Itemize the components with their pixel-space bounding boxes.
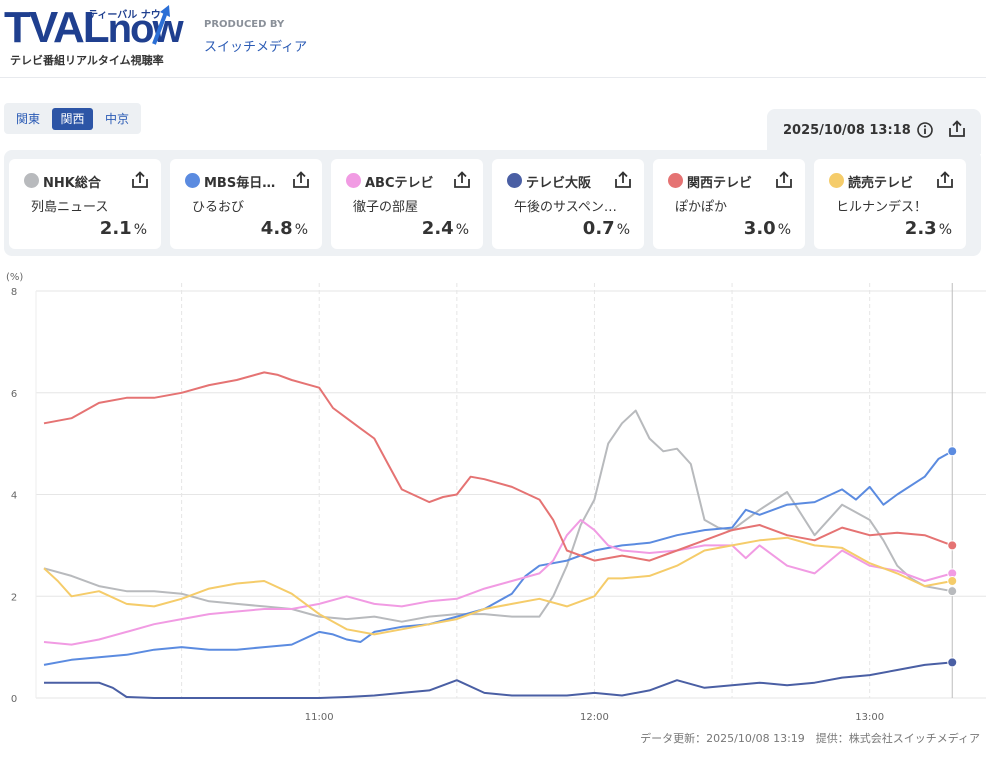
series-line-4 <box>43 371 953 562</box>
channel-name: 読売テレビ <box>848 176 914 191</box>
series-line-5 <box>43 536 953 636</box>
share-icon[interactable] <box>291 170 311 190</box>
share-icon[interactable] <box>130 170 150 190</box>
channel-name: MBS毎日… <box>204 176 276 191</box>
producer-link[interactable]: スイッチメディア <box>204 40 308 55</box>
logo[interactable]: TVALnow <box>4 3 184 53</box>
channel-name: 関西テレビ <box>687 176 753 191</box>
channel-card[interactable]: MBS毎日… ひるおび 4.8% <box>170 159 322 249</box>
share-icon[interactable] <box>947 119 967 139</box>
rating-value: 4.8% <box>261 218 308 239</box>
ratings-chart: (%) 0 2 4 6 8 11:00 12:00 13:00 <box>0 262 986 736</box>
channel-color-dot <box>829 173 844 188</box>
channel-color-dot <box>185 173 200 188</box>
rating-unit: % <box>938 222 952 238</box>
share-icon[interactable] <box>935 170 955 190</box>
channel-name: ABCテレビ <box>365 176 434 191</box>
produced-by-label: PRODUCED BY <box>204 19 285 30</box>
channel-card[interactable]: 関西テレビぽかぽか 3.0% <box>653 159 805 249</box>
channel-panel: NHK総合 列島ニュース 2.1% MBS毎日… ひるおび 4.8% ABCテレビ 徹子の部屋… <box>4 150 981 256</box>
y-tick-label: 0 <box>11 694 17 705</box>
rating-unit: % <box>133 222 147 238</box>
rating-value: 2.4% <box>422 218 469 239</box>
channel-color-dot <box>668 173 683 188</box>
share-icon[interactable] <box>452 170 472 190</box>
rating-number: 2.1 <box>99 218 132 239</box>
series-line-0 <box>43 409 953 623</box>
info-icon[interactable] <box>916 121 934 139</box>
header: TVALnow ティーバル ナウ テレビ番組リアルタイム視聴率 PRODUCED… <box>0 0 986 78</box>
rating-value: 2.1% <box>100 218 147 239</box>
channel-card[interactable]: NHK総合列島ニュース 2.1% <box>9 159 161 249</box>
rating-number: 0.7 <box>582 218 615 239</box>
program-title: ひるおび <box>192 200 245 215</box>
channel-card[interactable]: テレビ大阪午後のサスペン… 0.7% <box>492 159 644 249</box>
share-icon[interactable] <box>613 170 633 190</box>
y-tick-label: 4 <box>11 491 17 502</box>
logo-kana: ティーバル ナウ <box>88 10 161 21</box>
logo-arrow-icon <box>152 5 170 45</box>
rating-value: 2.3% <box>905 218 952 239</box>
x-tick-label: 11:00 <box>305 712 334 723</box>
tab-kanto[interactable]: 関東 <box>15 112 40 126</box>
channel-card[interactable]: 読売テレビヒルナンデス！ 2.3% <box>814 159 966 249</box>
timestamp-box: 2025/10/08 13:18 <box>767 109 981 154</box>
program-title: 午後のサスペン… <box>514 200 617 215</box>
series-end-point-1 <box>947 446 958 457</box>
channel-name: テレビ大阪 <box>526 176 592 191</box>
rating-unit: % <box>616 222 630 238</box>
channel-name: NHK総合 <box>43 176 101 191</box>
tab-chukyo[interactable]: 中京 <box>104 112 129 126</box>
timestamp: 2025/10/08 13:18 <box>783 123 911 138</box>
rating-value: 0.7% <box>583 218 630 239</box>
region-tabs: 関東 関西 中京 <box>4 103 141 134</box>
channel-card[interactable]: ABCテレビ徹子の部屋 2.4% <box>331 159 483 249</box>
channel-color-dot <box>346 173 361 188</box>
rating-value: 3.0% <box>744 218 791 239</box>
series-end-point-5 <box>947 575 958 586</box>
series-line-2 <box>43 518 953 646</box>
rating-unit: % <box>294 222 308 238</box>
series-end-point-0 <box>947 586 958 597</box>
series-line-3 <box>44 661 953 699</box>
y-tick-label: 2 <box>11 592 17 603</box>
y-tick-label: 8 <box>11 287 17 298</box>
rating-unit: % <box>777 222 791 238</box>
rating-number: 4.8 <box>260 218 293 239</box>
footer-credit: データ更新：2025/10/08 13:19 提供：株式会社スイッチメディア <box>640 732 980 745</box>
channel-color-dot <box>507 173 522 188</box>
program-title: 列島ニュース <box>31 200 109 215</box>
x-tick-label: 12:00 <box>580 712 609 723</box>
ratings-chart-svg: (%) 0 2 4 6 8 11:00 12:00 13:00 <box>6 272 986 723</box>
program-title: ぽかぽか <box>675 200 728 215</box>
logo-text-tval: TVAL <box>4 3 110 52</box>
logo-text-now: now <box>107 7 184 51</box>
tab-kansai[interactable]: 関西 <box>52 108 93 130</box>
channel-color-dot <box>24 173 39 188</box>
y-axis-label: (%) <box>6 272 23 283</box>
series-end-point-4 <box>947 540 958 551</box>
series-line-1 <box>43 450 953 666</box>
rating-number: 3.0 <box>743 218 776 239</box>
logo-subtitle: テレビ番組リアルタイム視聴率 <box>10 54 164 67</box>
program-title: ヒルナンデス！ <box>836 200 928 215</box>
series-end-point-3 <box>947 657 958 668</box>
y-tick-label: 6 <box>11 389 17 400</box>
x-tick-label: 13:00 <box>855 712 884 723</box>
rating-unit: % <box>455 222 469 238</box>
program-title: 徹子の部屋 <box>353 200 419 215</box>
rating-number: 2.3 <box>904 218 937 239</box>
share-icon[interactable] <box>774 170 794 190</box>
rating-number: 2.4 <box>421 218 454 239</box>
